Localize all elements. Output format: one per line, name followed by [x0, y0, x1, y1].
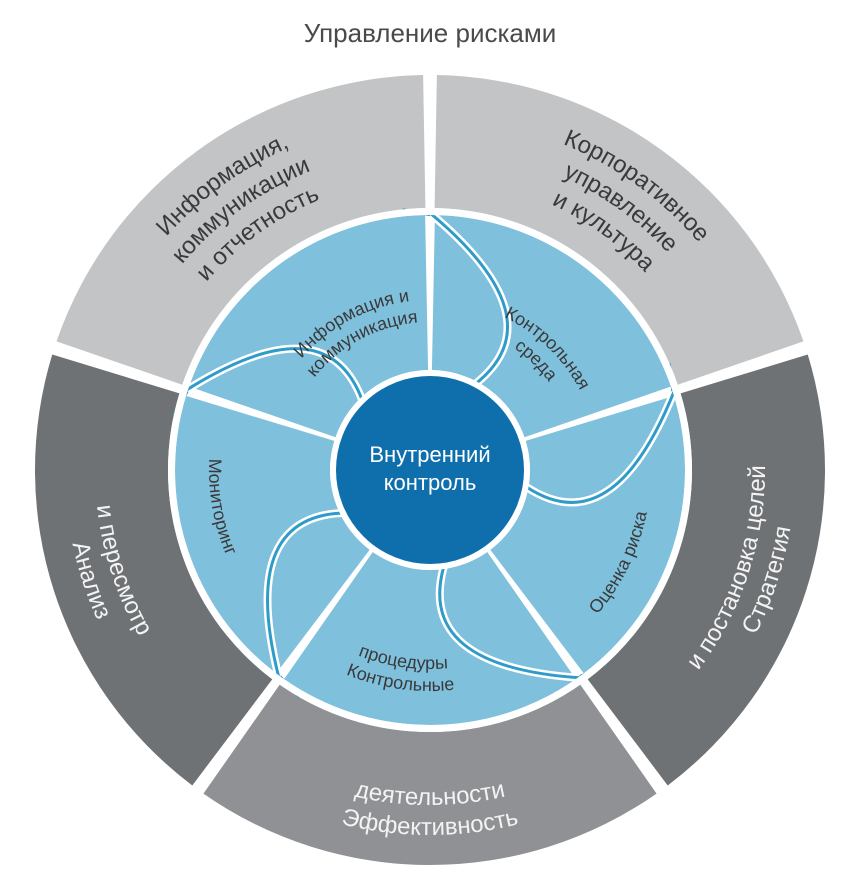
diagram-title-text: Управление рисками [304, 18, 557, 48]
diagram-title: Управление рисками [0, 18, 860, 49]
diagram-stage: Управление рисками Корпоративноеуправлен… [0, 0, 860, 892]
center-label-line1: Внутренний [369, 442, 490, 467]
center-label-line2: контроль [384, 470, 477, 495]
diagram-svg: Корпоративноеуправлениеи культураСтратег… [0, 0, 860, 892]
